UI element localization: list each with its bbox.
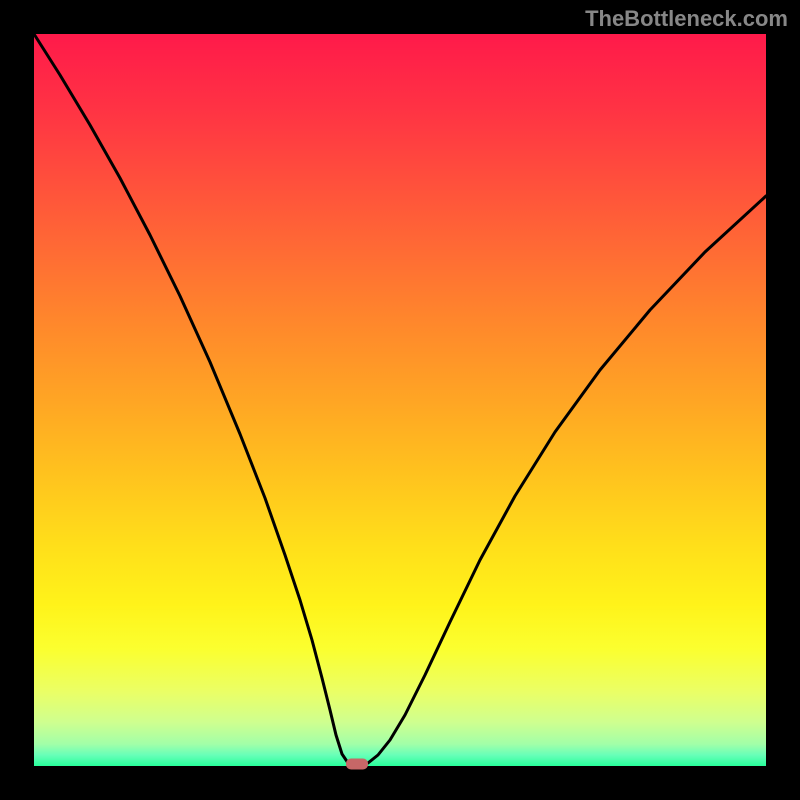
minimum-marker xyxy=(346,759,368,770)
chart-container: { "watermark": { "text": "TheBottleneck.… xyxy=(0,0,800,800)
chart-svg xyxy=(0,0,800,800)
plot-background xyxy=(34,34,766,766)
watermark-text: TheBottleneck.com xyxy=(585,6,788,32)
